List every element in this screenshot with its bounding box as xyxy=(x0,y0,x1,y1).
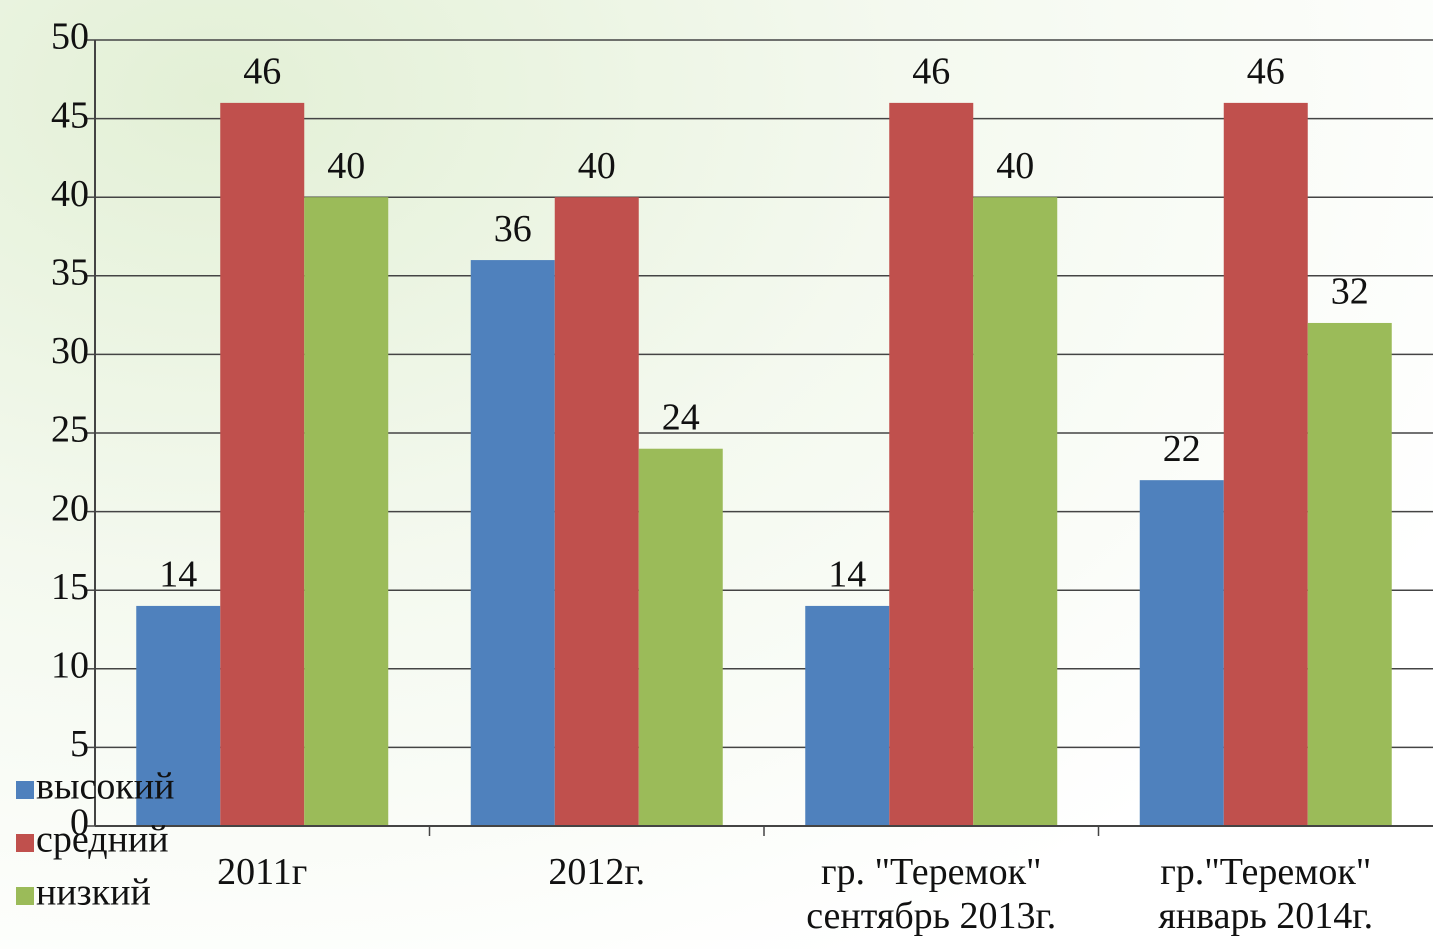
bar xyxy=(1224,103,1308,826)
data-label: 24 xyxy=(662,396,700,438)
legend-swatch xyxy=(16,834,34,852)
bar xyxy=(555,197,639,826)
chart-svg: 0510152025303540455014464036402414464022… xyxy=(0,0,1433,949)
chart: 0510152025303540455014464036402414464022… xyxy=(0,0,1433,949)
data-label: 46 xyxy=(1247,51,1285,93)
y-tick-label: 50 xyxy=(51,16,89,58)
x-tick-label: гр."Теремок" январь 2014г. xyxy=(1101,850,1431,938)
legend-swatch xyxy=(16,887,34,905)
y-tick-label: 35 xyxy=(51,252,89,294)
legend-label: высокий xyxy=(36,766,174,808)
bar xyxy=(1308,323,1392,826)
bar xyxy=(1140,480,1224,826)
data-label: 14 xyxy=(828,554,866,596)
bar xyxy=(973,197,1057,826)
data-label: 40 xyxy=(578,145,616,187)
bar xyxy=(889,103,973,826)
bar xyxy=(471,260,555,826)
data-label: 46 xyxy=(912,51,950,93)
bar xyxy=(639,449,723,826)
y-tick-label: 25 xyxy=(51,409,89,451)
x-tick-label: 2012г. xyxy=(432,850,762,894)
data-label: 40 xyxy=(996,145,1034,187)
y-tick-label: 20 xyxy=(51,487,89,529)
x-tick-label: гр. "Теремок" сентябрь 2013г. xyxy=(766,850,1096,938)
y-tick-label: 15 xyxy=(51,566,89,608)
data-label: 40 xyxy=(327,145,365,187)
bar xyxy=(304,197,388,826)
y-tick-label: 40 xyxy=(51,173,89,215)
data-label: 46 xyxy=(243,51,281,93)
bar xyxy=(220,103,304,826)
y-tick-label: 45 xyxy=(51,94,89,136)
x-tick-label: 2011г xyxy=(97,850,427,894)
data-label: 14 xyxy=(159,554,197,596)
y-tick-label: 10 xyxy=(51,645,89,687)
y-tick-label: 5 xyxy=(70,723,89,765)
bar xyxy=(805,606,889,826)
data-label: 36 xyxy=(494,208,532,250)
data-label: 22 xyxy=(1163,428,1201,470)
data-label: 32 xyxy=(1331,271,1369,313)
legend-swatch xyxy=(16,781,34,799)
y-tick-label: 30 xyxy=(51,330,89,372)
